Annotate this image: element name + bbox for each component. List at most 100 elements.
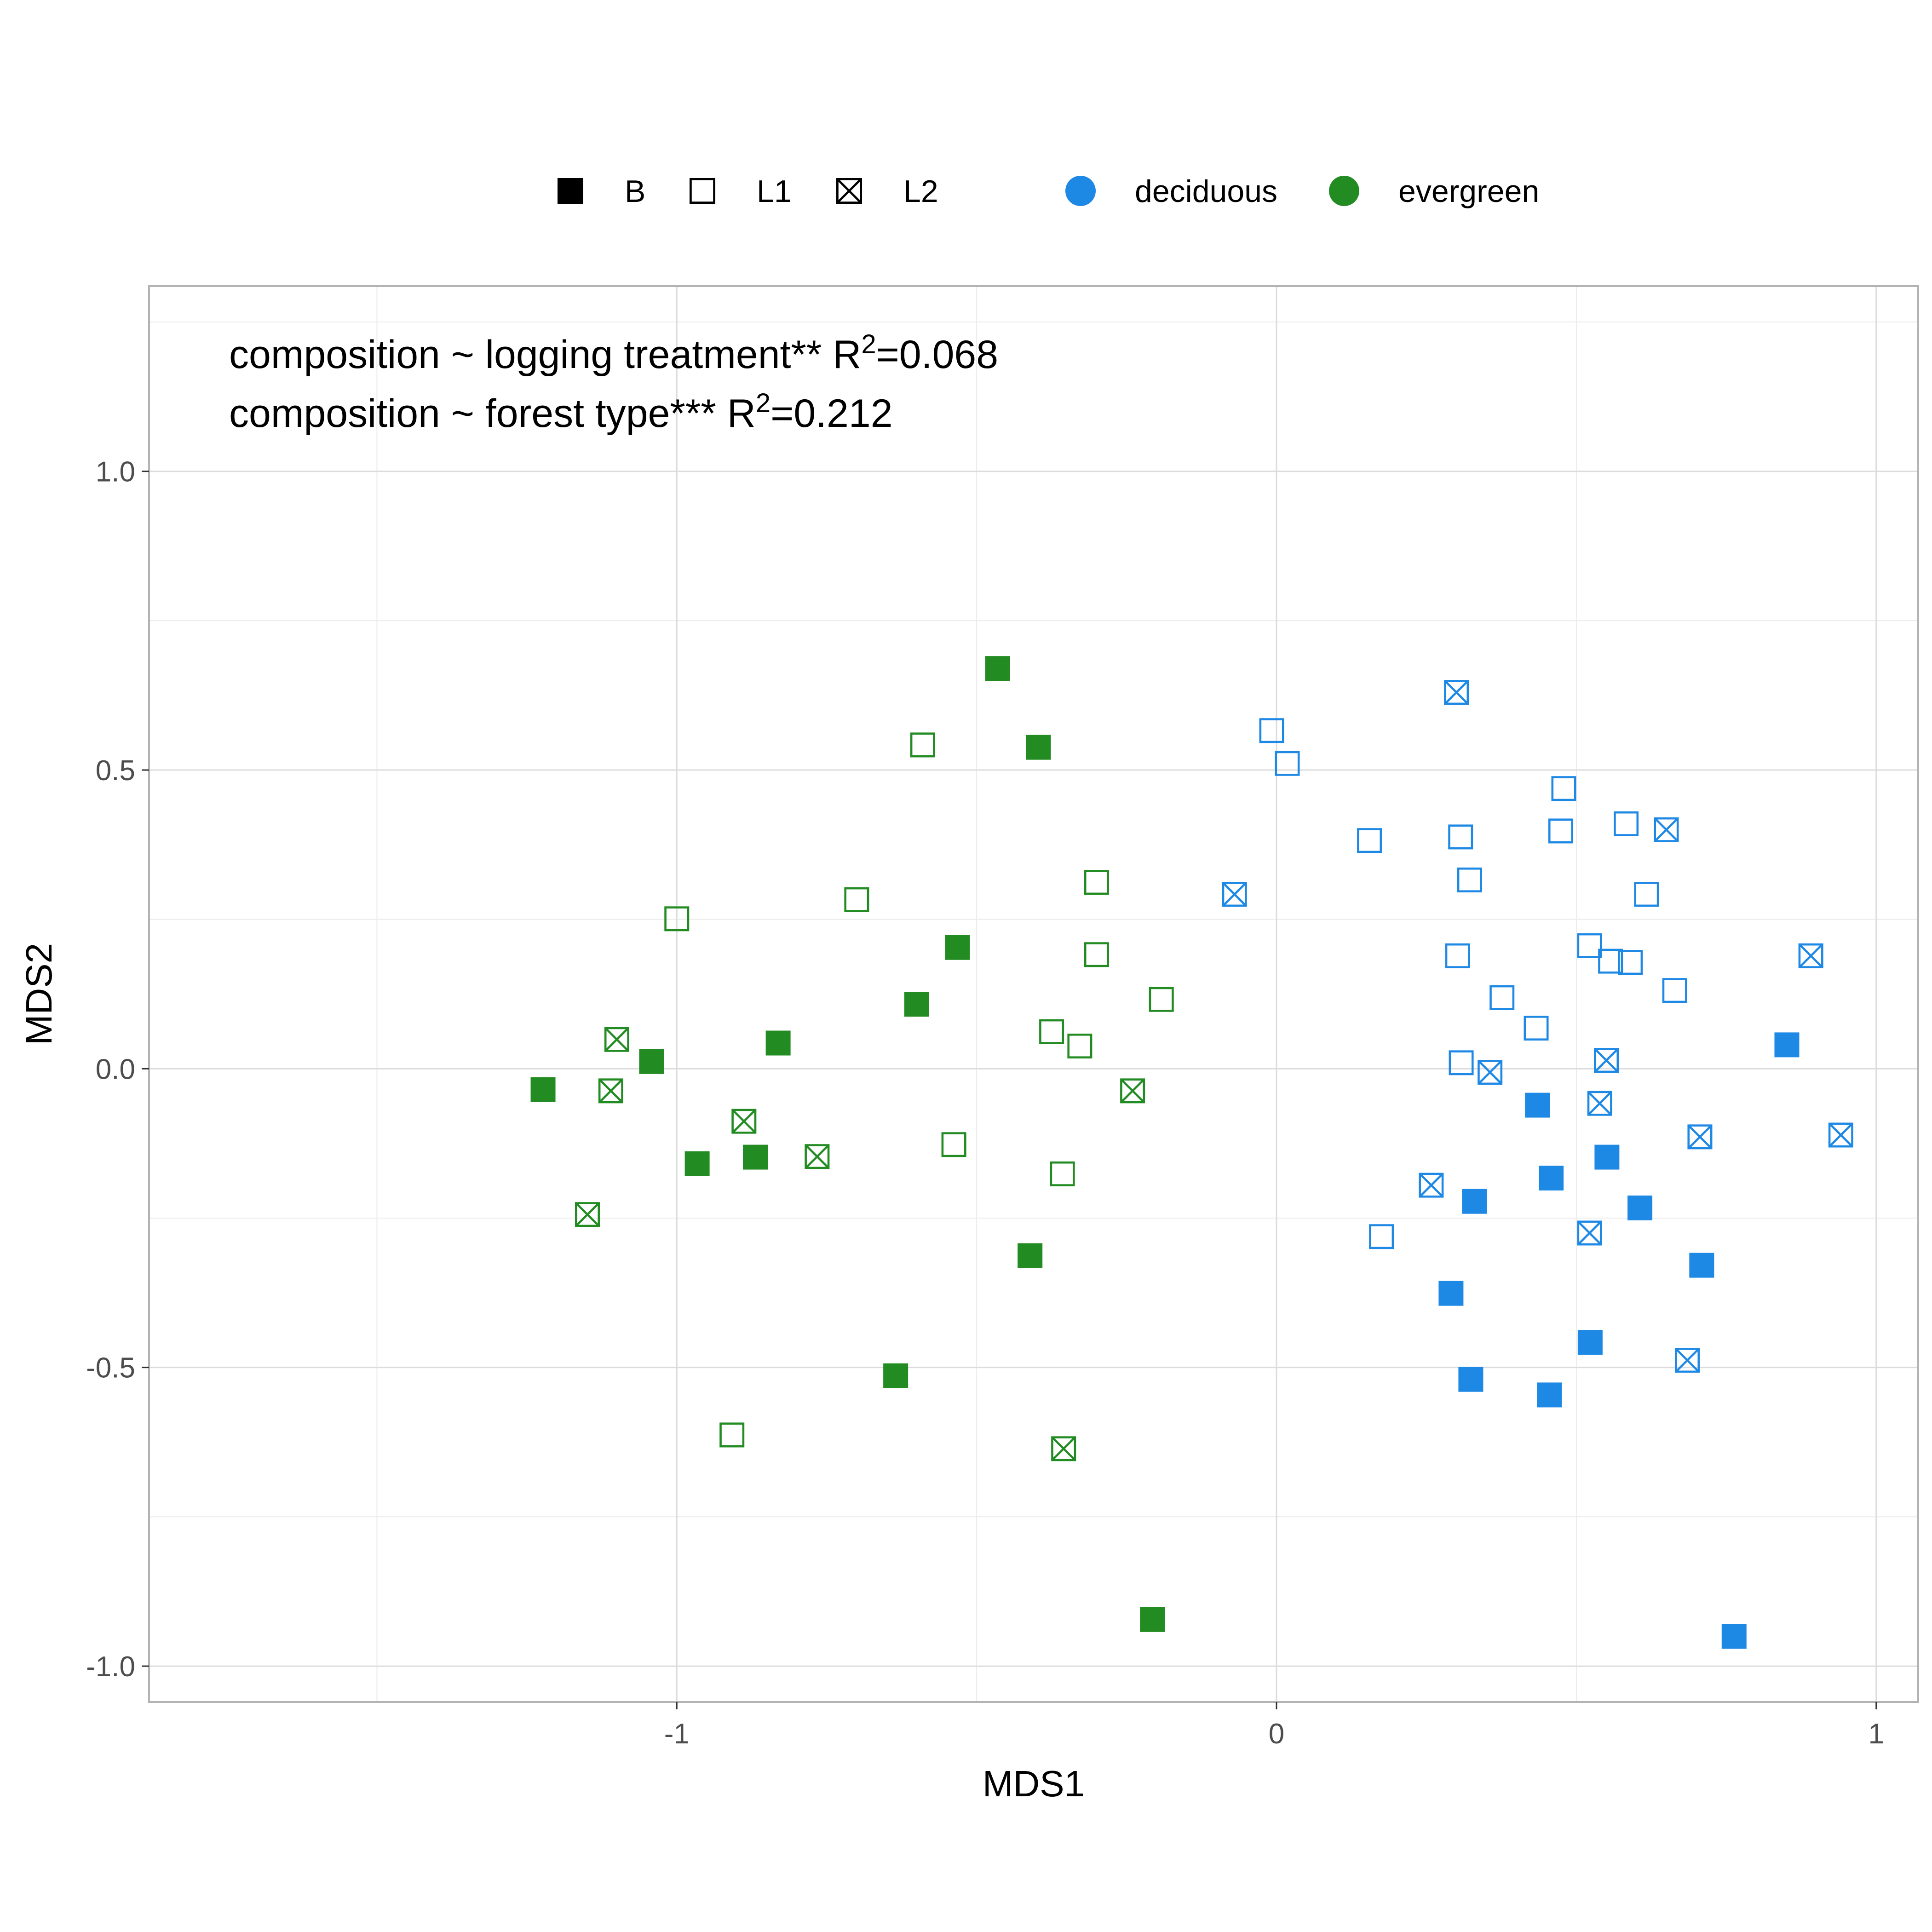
point-evergreen-l2-outline — [1120, 1078, 1145, 1104]
point-evergreen-b-fill — [985, 656, 1010, 681]
annotation-text: =0.068 — [876, 333, 998, 377]
point-deciduous-l2 — [1478, 1060, 1503, 1085]
point-evergreen-l2-cross-b — [604, 1027, 629, 1052]
point-deciduous-l2-cross-b — [1419, 1173, 1443, 1197]
point-evergreen-l2 — [731, 1109, 757, 1134]
point-deciduous-l1-outline — [1598, 949, 1623, 974]
point-evergreen-l2-cross-b — [805, 1144, 829, 1169]
point-deciduous-l1-outline — [1457, 867, 1482, 892]
legend-label-b: B — [625, 174, 645, 209]
point-evergreen-l1 — [910, 732, 935, 758]
point-evergreen-b — [765, 1030, 791, 1056]
point-deciduous-l1 — [1524, 1016, 1549, 1041]
point-deciduous-b-fill — [1594, 1144, 1620, 1170]
point-evergreen-l1 — [844, 887, 869, 912]
point-deciduous-l2-outline — [1798, 943, 1823, 968]
point-deciduous-l2 — [1798, 943, 1823, 968]
annotation-text: =0.212 — [770, 391, 892, 436]
point-deciduous-l2-cross-b — [1654, 817, 1679, 842]
point-deciduous-l2-outline — [1654, 817, 1679, 842]
point-deciduous-l1 — [1275, 751, 1300, 776]
point-deciduous-l1 — [1548, 818, 1573, 844]
point-evergreen-l1-outline — [664, 906, 690, 932]
annotation-text: composition ~ forest type*** R — [229, 391, 756, 436]
annotations: composition ~ logging treatment** R2=0.0… — [229, 329, 998, 436]
point-evergreen-b-fill — [1018, 1243, 1043, 1268]
point-deciduous-b-fill — [1627, 1195, 1653, 1220]
point-evergreen-b-fill — [684, 1151, 710, 1176]
point-evergreen-l1 — [941, 1132, 966, 1157]
point-deciduous-l1 — [1357, 828, 1382, 853]
point-deciduous-b-fill — [1577, 1330, 1603, 1355]
point-deciduous-l2-cross-b — [1444, 680, 1469, 705]
point-evergreen-b — [684, 1151, 710, 1176]
point-evergreen-b — [1140, 1607, 1165, 1632]
point-deciduous-l1-outline — [1524, 1016, 1549, 1041]
point-deciduous-l1 — [1577, 933, 1602, 958]
point-evergreen-l1-outline — [1067, 1033, 1092, 1058]
point-deciduous-b — [1594, 1144, 1620, 1170]
point-evergreen-l1-outline — [719, 1422, 745, 1448]
point-evergreen-b — [904, 992, 929, 1017]
legend-label-l2: L2 — [903, 174, 938, 209]
point-evergreen-b — [1026, 735, 1051, 760]
point-evergreen-l1-outline — [910, 732, 935, 758]
y-tick-label: -0.5 — [86, 1352, 135, 1384]
point-deciduous-l2-cross-b — [1222, 882, 1247, 907]
legend-label-l1: L1 — [757, 174, 792, 209]
annotation-line: composition ~ logging treatment** R2=0.0… — [229, 329, 998, 377]
point-evergreen-l2-outline — [598, 1078, 623, 1104]
point-deciduous-l1-outline — [1548, 818, 1573, 844]
point-deciduous-l1 — [1369, 1224, 1394, 1249]
point-deciduous-l1-outline — [1357, 828, 1382, 853]
point-evergreen-l1-outline — [1084, 870, 1109, 895]
point-evergreen-b — [639, 1049, 664, 1074]
point-evergreen-l2 — [604, 1027, 629, 1052]
x-tick-label: 1 — [1868, 1718, 1884, 1750]
point-deciduous-b-fill — [1689, 1253, 1714, 1278]
point-deciduous-b — [1537, 1382, 1562, 1408]
y-tick-label: 0.5 — [96, 755, 135, 787]
point-deciduous-l2-cross-b — [1577, 1221, 1602, 1245]
point-deciduous-b — [1458, 1367, 1484, 1392]
point-evergreen-b-fill — [883, 1363, 908, 1388]
point-evergreen-l2-outline — [731, 1109, 757, 1134]
point-deciduous-l1 — [1448, 824, 1473, 850]
point-deciduous-l2-cross-b — [1587, 1091, 1612, 1116]
point-deciduous-b-fill — [1462, 1189, 1487, 1214]
x-tick-label: -1 — [664, 1718, 690, 1750]
point-deciduous-b-fill — [1458, 1367, 1484, 1392]
y-tick-label: 1.0 — [96, 456, 135, 488]
legend-key-l1-outline — [690, 178, 716, 204]
point-deciduous-l2-cross-b — [1478, 1060, 1502, 1085]
point-deciduous-l2-cross-b — [1675, 1348, 1700, 1373]
point-deciduous-b — [1721, 1624, 1747, 1649]
point-deciduous-l1-outline — [1275, 751, 1300, 776]
point-evergreen-l1 — [1149, 987, 1174, 1012]
point-deciduous-l1-outline — [1634, 882, 1659, 907]
point-deciduous-l1 — [1614, 811, 1639, 836]
point-deciduous-b-fill — [1537, 1382, 1562, 1408]
point-evergreen-b-fill — [945, 935, 970, 960]
point-evergreen-l2 — [575, 1202, 600, 1227]
point-deciduous-l1-outline — [1259, 718, 1284, 743]
point-evergreen-b-fill — [765, 1030, 791, 1056]
legend: B L1 L2 deciduous evergreen — [558, 174, 1539, 209]
point-deciduous-l1-outline — [1489, 985, 1515, 1010]
point-evergreen-l2-cross-b — [1051, 1437, 1076, 1461]
point-evergreen-b — [1018, 1243, 1043, 1268]
point-deciduous-l2 — [1577, 1220, 1602, 1246]
point-evergreen-b — [743, 1144, 768, 1170]
x-tick-label: 0 — [1269, 1718, 1284, 1750]
point-evergreen-b-fill — [743, 1144, 768, 1170]
point-evergreen-l1 — [1084, 870, 1109, 895]
point-evergreen-l2 — [805, 1144, 830, 1169]
point-evergreen-l1-outline — [844, 887, 869, 912]
annotation-line: composition ~ forest type*** R2=0.212 — [229, 388, 893, 436]
annotation-text: composition ~ logging treatment** R — [229, 333, 861, 377]
point-evergreen-l1 — [1067, 1033, 1092, 1058]
point-deciduous-b-fill — [1525, 1092, 1550, 1118]
y-axis-ticks: -1.0 -0.5 0.0 0.5 1.0 — [86, 456, 149, 1683]
x-axis-ticks: -1 0 1 — [664, 1702, 1884, 1750]
